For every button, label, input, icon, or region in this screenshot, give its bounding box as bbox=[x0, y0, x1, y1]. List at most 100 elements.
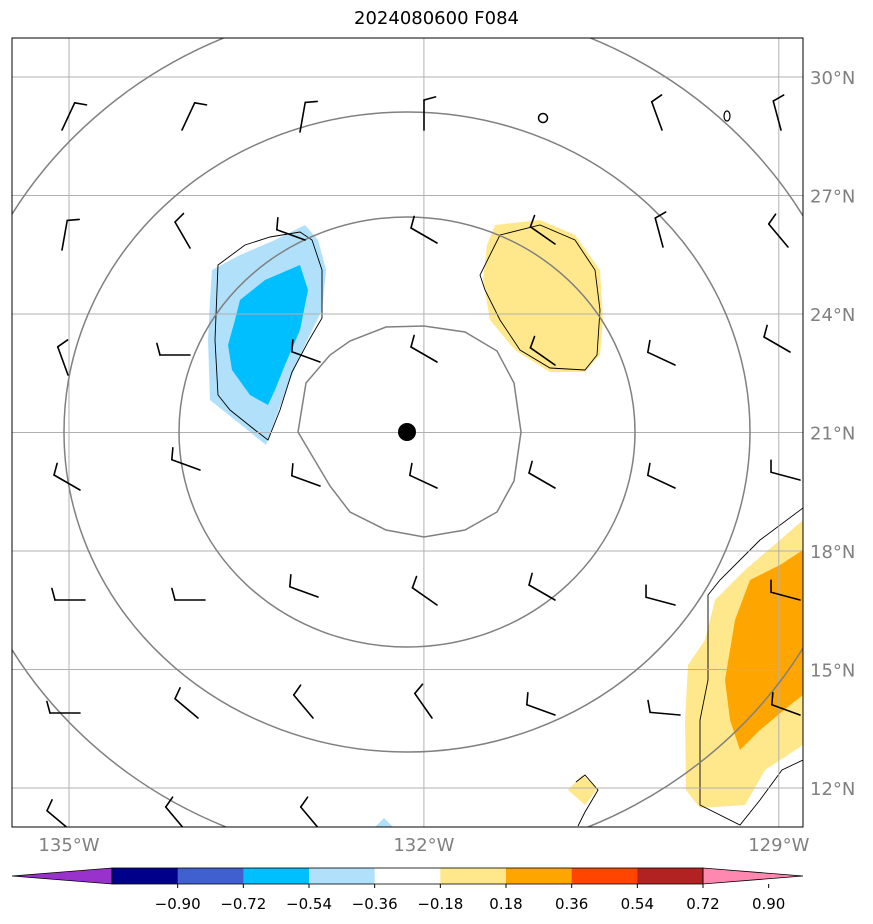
graticule bbox=[12, 38, 803, 827]
latitude-label: 18°N bbox=[810, 542, 855, 563]
colorbar-tick-label: −0.90 bbox=[155, 895, 201, 913]
colorbar-segment bbox=[506, 868, 573, 884]
longitude-label: 132°W bbox=[393, 835, 454, 856]
wind-barb bbox=[526, 691, 556, 716]
range-rings bbox=[12, 38, 803, 827]
wind-barb bbox=[528, 572, 556, 601]
wind-barb bbox=[53, 462, 81, 491]
colorbar-tick-label: 0.90 bbox=[752, 895, 785, 913]
range-ring-1 bbox=[297, 325, 522, 538]
wind-barb bbox=[770, 459, 801, 481]
latitude-label: 30°N bbox=[810, 68, 855, 89]
colorbar-segment bbox=[309, 868, 376, 884]
wind-barb bbox=[299, 100, 318, 133]
wind-barb bbox=[171, 446, 201, 471]
positive-contour-southeast bbox=[699, 507, 803, 826]
wind-barb bbox=[423, 96, 437, 131]
wind-barb bbox=[156, 342, 191, 356]
wind-barb bbox=[51, 587, 86, 601]
latitude-label: 27°N bbox=[810, 187, 855, 208]
wind-barb bbox=[528, 460, 556, 489]
colorbar-extend-high bbox=[702, 867, 804, 885]
storm-center-marker bbox=[398, 423, 416, 441]
colorbar-outline bbox=[111, 867, 704, 885]
wind-barb bbox=[291, 462, 321, 487]
positive-contour-small bbox=[575, 774, 599, 827]
colorbar-tick-label: −0.54 bbox=[286, 895, 332, 913]
calm-wind-marker bbox=[537, 112, 549, 124]
wind-barb bbox=[174, 687, 199, 719]
negative-anomaly-tail bbox=[375, 818, 393, 827]
wind-barb bbox=[46, 799, 68, 827]
wind-barb bbox=[61, 218, 80, 251]
wind-barb bbox=[654, 211, 667, 248]
wind-barb bbox=[650, 94, 663, 131]
negative-anomaly-strong bbox=[228, 265, 308, 405]
range-ring-2 bbox=[178, 216, 636, 648]
wind-barb bbox=[292, 684, 314, 719]
wind-barb bbox=[647, 339, 676, 366]
wind-barb bbox=[413, 683, 433, 719]
colorbar-tick-label: 0.18 bbox=[489, 895, 522, 913]
latitude-label: 15°N bbox=[810, 661, 855, 682]
wind-barb bbox=[164, 796, 184, 827]
longitude-label: 129°W bbox=[748, 835, 809, 856]
colorbar-segment bbox=[637, 868, 704, 884]
colorbar-tick-label: −0.18 bbox=[417, 895, 463, 913]
wind-barb bbox=[529, 335, 556, 366]
colorbar-tick-label: 0.54 bbox=[621, 895, 654, 913]
wind-barb bbox=[410, 215, 438, 244]
latitude-label: 21°N bbox=[810, 424, 855, 445]
plot-title: 2024080600 F084 bbox=[354, 8, 519, 29]
latitude-label: 24°N bbox=[810, 305, 855, 326]
colorbar bbox=[11, 867, 804, 885]
wind-barb bbox=[61, 102, 88, 131]
colorbar-extend-low bbox=[11, 867, 113, 885]
wind-barb bbox=[46, 700, 81, 714]
range-ring-3 bbox=[63, 111, 751, 753]
wind-barb bbox=[767, 213, 789, 248]
wind-barb bbox=[771, 691, 801, 716]
wind-barb bbox=[410, 334, 438, 363]
map-frame bbox=[11, 37, 804, 828]
wind-barb bbox=[770, 579, 801, 601]
positive-anomaly-small bbox=[568, 775, 598, 805]
wind-barb bbox=[409, 462, 438, 489]
contour-lines bbox=[214, 224, 803, 827]
negative-contour bbox=[214, 231, 323, 441]
wind-barb bbox=[763, 324, 791, 353]
wind-barb bbox=[276, 216, 306, 241]
wind-barb bbox=[174, 212, 191, 249]
calm-wind-marker-2 bbox=[723, 110, 731, 122]
latitude-label: 12°N bbox=[810, 779, 855, 800]
wind-barb bbox=[411, 575, 438, 606]
wind-barbs bbox=[46, 94, 801, 827]
positive-anomaly-north bbox=[483, 220, 603, 372]
positive-contour-north bbox=[479, 224, 601, 371]
wind-barb bbox=[56, 339, 69, 376]
wind-barb bbox=[171, 587, 206, 601]
colorbar-segment bbox=[112, 868, 179, 884]
wind-barb bbox=[772, 94, 785, 131]
colorbar-tick-label: 0.36 bbox=[555, 895, 588, 913]
wind-barb bbox=[181, 102, 208, 131]
colorbar-segment bbox=[440, 868, 507, 884]
wind-barb bbox=[529, 214, 556, 245]
colorbar-tick-label: −0.72 bbox=[220, 895, 266, 913]
colorbar-segment bbox=[374, 868, 441, 884]
colorbar-tick-label: 0.72 bbox=[686, 895, 719, 913]
colorbar-segment bbox=[243, 868, 310, 884]
wind-barb bbox=[645, 584, 676, 606]
colorbar-tick-label: −0.36 bbox=[352, 895, 398, 913]
wind-barb bbox=[289, 573, 319, 598]
positive-anomaly-southeast-strong bbox=[725, 550, 803, 750]
wind-barb bbox=[647, 699, 681, 716]
wind-barb bbox=[647, 462, 676, 489]
wind-barb bbox=[291, 338, 321, 363]
wind-barb bbox=[299, 796, 319, 827]
shading-layer bbox=[208, 220, 803, 827]
colorbar-segment bbox=[177, 868, 244, 884]
colorbar-segment bbox=[571, 868, 638, 884]
longitude-label: 135°W bbox=[38, 835, 99, 856]
